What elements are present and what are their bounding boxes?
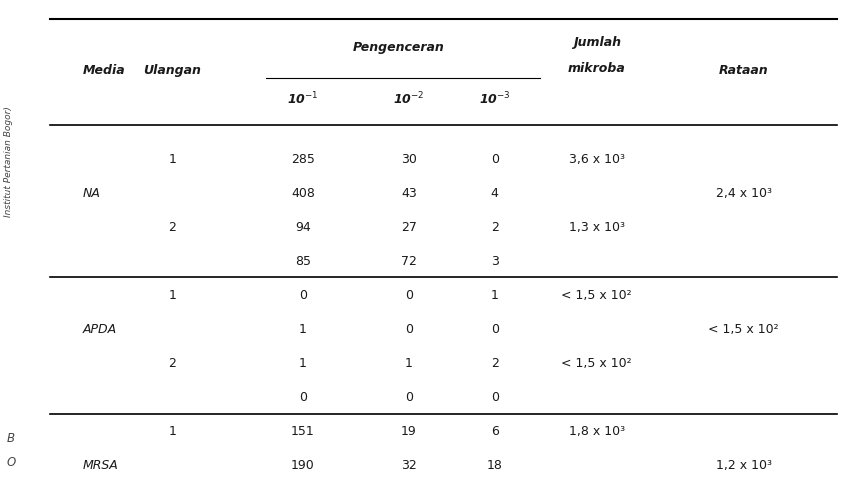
- Text: < 1,5 x 10²: < 1,5 x 10²: [708, 323, 779, 336]
- Text: Media: Media: [82, 65, 125, 78]
- Text: 1: 1: [299, 323, 307, 336]
- Text: MRSA: MRSA: [82, 459, 118, 472]
- Text: 2: 2: [490, 221, 499, 234]
- Text: 2,4 x 10³: 2,4 x 10³: [716, 187, 772, 200]
- Text: 27: 27: [401, 221, 417, 234]
- Text: 4: 4: [490, 187, 499, 200]
- Text: 30: 30: [401, 153, 417, 166]
- Text: 1: 1: [299, 357, 307, 370]
- Text: 0: 0: [490, 391, 499, 404]
- Text: 10$^{-3}$: 10$^{-3}$: [479, 91, 511, 107]
- Text: 190: 190: [291, 459, 314, 472]
- Text: Institut Pertanian Bogor): Institut Pertanian Bogor): [4, 106, 13, 217]
- Text: 2: 2: [490, 357, 499, 370]
- Text: 0: 0: [490, 323, 499, 336]
- Text: 285: 285: [291, 153, 314, 166]
- Text: APDA: APDA: [82, 323, 116, 336]
- Text: 19: 19: [401, 425, 416, 438]
- Text: 1,8 x 10³: 1,8 x 10³: [569, 425, 625, 438]
- Text: 0: 0: [299, 391, 307, 404]
- Text: 1: 1: [490, 289, 499, 302]
- Text: 3,6 x 10³: 3,6 x 10³: [569, 153, 625, 166]
- Text: 43: 43: [401, 187, 416, 200]
- Text: 18: 18: [487, 459, 502, 472]
- Text: 408: 408: [291, 187, 314, 200]
- Text: Pengenceran: Pengenceran: [353, 41, 445, 54]
- Text: 10$^{-1}$: 10$^{-1}$: [287, 91, 319, 107]
- Text: 2: 2: [168, 221, 176, 234]
- Text: mikroba: mikroba: [568, 62, 626, 75]
- Text: 10$^{-2}$: 10$^{-2}$: [394, 91, 425, 107]
- Text: 94: 94: [295, 221, 311, 234]
- Text: NA: NA: [82, 187, 100, 200]
- Text: 0: 0: [490, 153, 499, 166]
- Text: 2: 2: [168, 357, 176, 370]
- Text: O: O: [7, 456, 15, 469]
- Text: 1: 1: [168, 153, 176, 166]
- Text: 85: 85: [295, 255, 311, 268]
- Text: Jumlah: Jumlah: [573, 36, 620, 49]
- Text: B: B: [7, 432, 15, 445]
- Text: 151: 151: [291, 425, 314, 438]
- Text: 1: 1: [168, 289, 176, 302]
- Text: 3: 3: [490, 255, 499, 268]
- Text: 1: 1: [405, 357, 413, 370]
- Text: 0: 0: [299, 289, 307, 302]
- Text: 1: 1: [168, 425, 176, 438]
- Text: 0: 0: [405, 323, 413, 336]
- Text: Rataan: Rataan: [719, 65, 768, 78]
- Text: 1,2 x 10³: 1,2 x 10³: [716, 459, 772, 472]
- Text: Ulangan: Ulangan: [144, 65, 201, 78]
- Text: 72: 72: [401, 255, 417, 268]
- Text: < 1,5 x 10²: < 1,5 x 10²: [561, 289, 632, 302]
- Text: 0: 0: [405, 289, 413, 302]
- Text: < 1,5 x 10²: < 1,5 x 10²: [561, 357, 632, 370]
- Text: 32: 32: [401, 459, 416, 472]
- Text: 6: 6: [490, 425, 499, 438]
- Text: 1,3 x 10³: 1,3 x 10³: [569, 221, 625, 234]
- Text: 0: 0: [405, 391, 413, 404]
